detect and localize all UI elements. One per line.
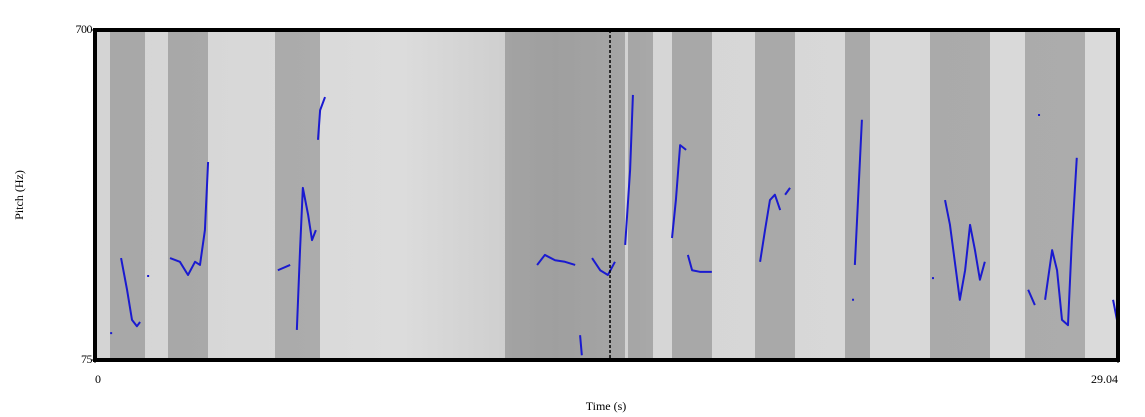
pitch-contour [110, 94, 1119, 356]
y-axis-title: Pitch (Hz) [12, 170, 26, 220]
x-axis-title: Time (s) [586, 399, 627, 413]
spectrogram [95, 30, 1118, 360]
x-tick-label: 29.04 [1091, 372, 1118, 386]
plot-frame [93, 28, 1120, 362]
y-tick-label: 75 [81, 352, 93, 366]
x-tick-label: 0 [95, 372, 101, 386]
y-tick-label: 700 [76, 22, 93, 36]
spectrogram-bands [110, 30, 1085, 360]
